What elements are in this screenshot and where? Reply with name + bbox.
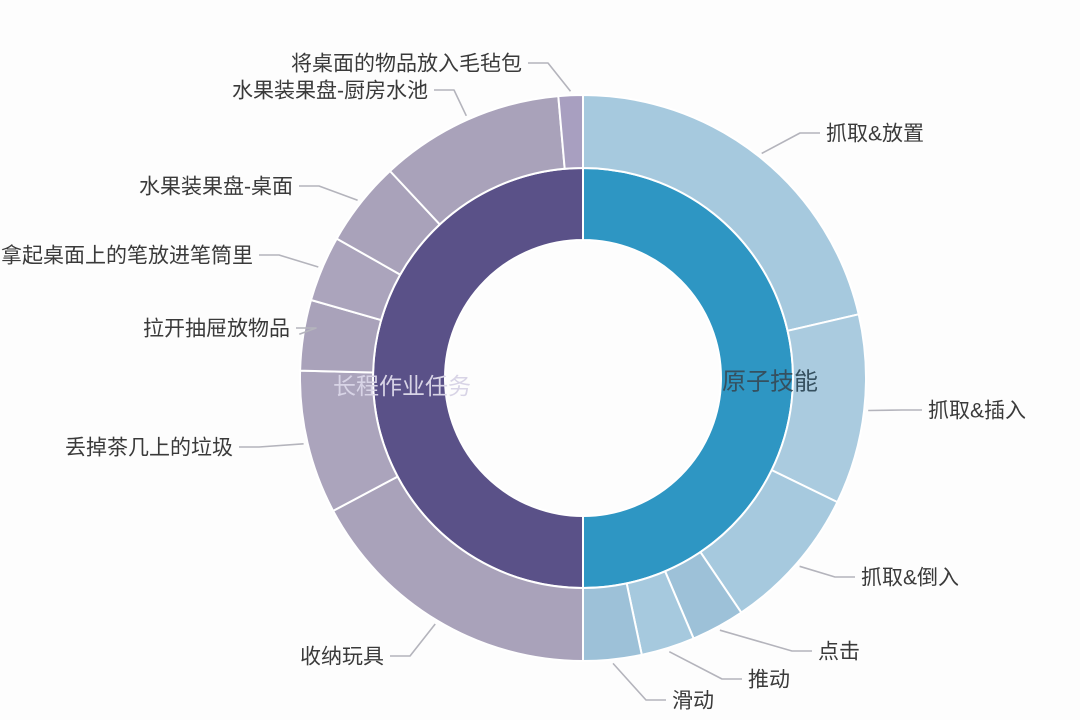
leader-line-12 (528, 62, 572, 92)
inner-label-1: 长程作业任务 (333, 373, 471, 399)
outer-label-11: 水果装果盘-厨房水池 (232, 79, 428, 102)
leader-line-7 (239, 443, 304, 448)
outer-label-0: 抓取&放置 (826, 122, 924, 145)
outer-label-7: 丢掉茶几上的垃圾 (65, 436, 233, 459)
leader-line-6 (390, 623, 436, 657)
leader-line-4 (668, 650, 742, 680)
leader-line-3 (719, 629, 812, 652)
outer-label-2: 抓取&倒入 (861, 566, 959, 589)
outer-label-5: 滑动 (672, 689, 714, 712)
leader-line-1 (868, 409, 922, 412)
leader-line-9 (259, 254, 319, 268)
outer-label-3: 点击 (818, 640, 860, 663)
outer-label-1: 抓取&插入 (928, 399, 1026, 422)
leader-line-5 (612, 662, 666, 701)
outer-label-12: 将桌面的物品放入毛毡包 (291, 52, 522, 75)
leader-line-0 (761, 132, 820, 155)
outer-label-8: 拉开抽屉放物品 (143, 317, 290, 340)
outer-label-9: 拿起桌面上的笔放进笔筒里 (1, 243, 253, 267)
outer-segment-12 (557, 94, 584, 170)
leader-line-2 (799, 565, 855, 578)
leader-line-11 (434, 89, 468, 117)
outer-label-4: 推动 (748, 668, 790, 691)
inner-label-0: 原子技能 (722, 368, 818, 395)
outer-label-6: 收纳玩具 (300, 645, 384, 668)
leader-line-8 (296, 327, 317, 336)
leader-line-10 (299, 185, 358, 202)
outer-label-10: 水果装果盘-桌面 (139, 175, 293, 198)
